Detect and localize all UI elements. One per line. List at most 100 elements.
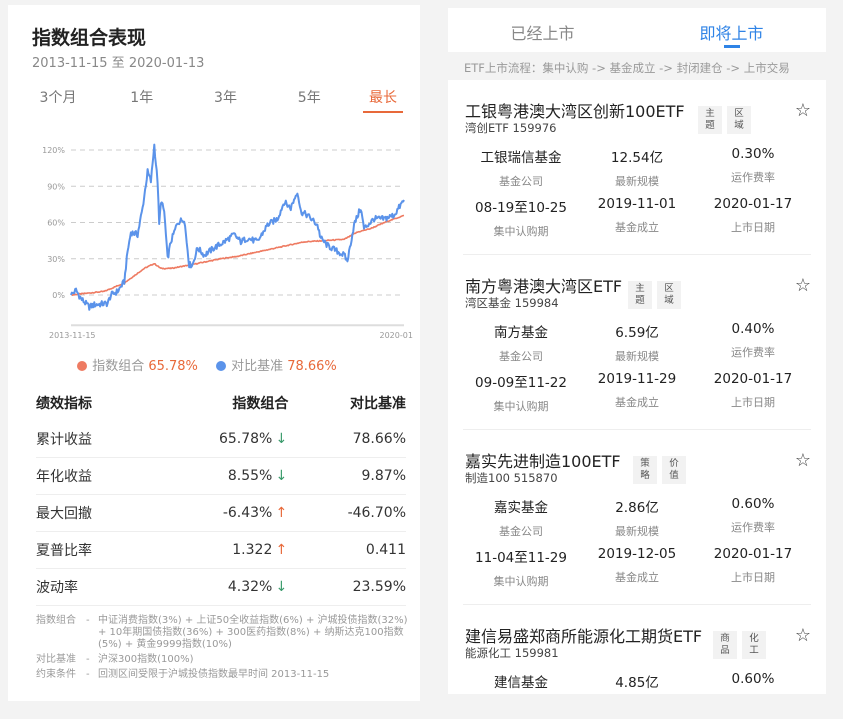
etf-stats: 嘉实基金 基金公司 2.86亿 最新规模 0.60% 运作费率 11-04至11-29… bbox=[463, 496, 811, 596]
tag: 区域 bbox=[657, 281, 681, 309]
value: 嘉实基金 bbox=[494, 500, 548, 516]
fund-size: 2.86亿 最新规模 bbox=[579, 496, 695, 546]
benchmark-value: 9.87% bbox=[288, 457, 406, 495]
legend-portfolio-value: 65.78% bbox=[148, 359, 198, 374]
etf-card-list[interactable]: 工银粤港澳大湾区创新100ETF 主题 区域 湾创ETF 159976 ☆ 工银瑞… bbox=[448, 80, 826, 694]
benchmark-value: 23.59% bbox=[288, 568, 406, 606]
label: 运作费率 bbox=[731, 521, 775, 534]
fund-fee: 0.60% 运作费率 bbox=[695, 496, 811, 546]
tags: 主题 区域 bbox=[628, 281, 681, 309]
etf-card[interactable]: 建信易盛郑商所能源化工期货ETF 商品 化工 能源化工 159981 ☆ 建信基金… bbox=[463, 605, 811, 719]
value: 0.40% bbox=[731, 321, 775, 337]
period-1y[interactable]: 1年 bbox=[130, 90, 154, 106]
legend-benchmark-label: 对比基准 bbox=[231, 359, 284, 374]
period-3m[interactable]: 3个月 bbox=[39, 90, 77, 106]
note-constraint: 约束条件 - 回测区间受限于沪城投债指数最早时间 2013-11-15 bbox=[36, 669, 411, 681]
metric-name: 波动率 bbox=[36, 568, 149, 606]
value: 2019-11-29 bbox=[597, 371, 677, 387]
label: 基金公司 bbox=[499, 350, 543, 363]
value: 2020-01-17 bbox=[713, 546, 793, 562]
listing-tabs: 已经上市 即将上市 bbox=[448, 8, 826, 52]
tab-listed[interactable]: 已经上市 bbox=[510, 24, 575, 43]
etf-code: 湾区基金 159984 bbox=[465, 296, 559, 310]
fund-size: 12.54亿 最新规模 bbox=[579, 146, 695, 196]
value: 2020-01-17 bbox=[713, 196, 793, 212]
value: 0.60% bbox=[731, 496, 775, 512]
tab-upcoming[interactable]: 即将上市 bbox=[637, 8, 826, 52]
date-range: 2013-11-15 至 2020-01-13 bbox=[32, 56, 205, 71]
y-tick-label: 120% bbox=[42, 146, 65, 155]
arrow-down-icon: ↓ bbox=[275, 579, 288, 595]
y-tick-label: 60% bbox=[47, 219, 65, 228]
fund-company: 嘉实基金 基金公司 bbox=[463, 496, 579, 546]
fund-fee: 0.30% 运作费率 bbox=[695, 146, 811, 196]
fund-size: 6.59亿 最新规模 bbox=[579, 321, 695, 371]
portfolio-number: 8.55% bbox=[227, 468, 273, 484]
benchmark-value: 0.411 bbox=[288, 531, 406, 569]
value: 08-19至10-25 bbox=[475, 200, 567, 216]
value: 0.60% bbox=[731, 671, 775, 687]
period-3y[interactable]: 3年 bbox=[214, 90, 237, 106]
fund-row: 南方基金基金公司 6.59亿 最新规模 0.40% 运作费率 bbox=[463, 321, 811, 371]
listing-date: 2020-01-17 上市日期 bbox=[695, 371, 811, 421]
header-benchmark: 对比基准 bbox=[350, 396, 406, 412]
etf-stats: 建信基金 4.85亿 0.60% bbox=[463, 671, 811, 695]
label: 基金成立 bbox=[615, 396, 659, 409]
etf-stats: 工银瑞信基金 基金公司 12.54亿 最新规模 0.30% 运作费率 08-19至10… bbox=[463, 146, 811, 246]
benchmark-dot-icon bbox=[216, 361, 227, 371]
portfolio-number: 4.32% bbox=[227, 579, 273, 595]
period-tabs: 3个月 1年 3年 5年 最长 bbox=[28, 87, 403, 113]
performance-chart: 0% 30% 60% 90% 120% 2013-11-15 2020-01-13 bbox=[42, 143, 413, 340]
note-sep: - bbox=[86, 654, 90, 665]
value: 0.30% bbox=[731, 146, 775, 162]
portfolio-value: 1.322 ↑ bbox=[148, 531, 289, 569]
x-tick-label: 2013-11-15 bbox=[49, 331, 96, 340]
etf-stats: 南方基金基金公司 6.59亿 最新规模 0.40% 运作费率 09-09至11-22… bbox=[463, 321, 811, 421]
etf-name: 南方粤港澳大湾区ETF bbox=[465, 277, 623, 296]
portfolio-value: -6.43% ↑ bbox=[148, 494, 289, 532]
value: 09-09至11-22 bbox=[475, 375, 567, 391]
note-text: 沪深300指数(100%) bbox=[98, 654, 194, 665]
fund-row: 工银瑞信基金 基金公司 12.54亿 最新规模 0.30% 运作费率 bbox=[463, 146, 811, 196]
fund-row: 嘉实基金 基金公司 2.86亿 最新规模 0.60% 运作费率 bbox=[463, 496, 811, 546]
etf-name: 嘉实先进制造100ETF bbox=[465, 452, 621, 471]
star-icon[interactable]: ☆ bbox=[794, 450, 811, 471]
footnotes: 指数组合 - 中证消费指数(3%) + 上证50全收益指数(6%) + 沪城投债指数… bbox=[36, 615, 411, 684]
page-title: 指数组合表现 bbox=[32, 27, 147, 49]
label: 上市日期 bbox=[731, 571, 775, 584]
arrow-down-icon: ↓ bbox=[275, 468, 288, 484]
etf-card[interactable]: 嘉实先进制造100ETF 策略 价值 制造100 515870 ☆ 嘉实基金 基金公… bbox=[463, 430, 811, 605]
label: 集中认购期 bbox=[493, 225, 549, 238]
established-date: 2019-11-29 基金成立 bbox=[579, 371, 695, 421]
etf-code: 制造100 515870 bbox=[465, 471, 558, 485]
star-icon[interactable]: ☆ bbox=[794, 625, 811, 646]
label: 上市日期 bbox=[731, 221, 775, 234]
y-tick-label: 30% bbox=[47, 255, 65, 264]
tags: 策略 价值 bbox=[633, 456, 686, 484]
label: 基金成立 bbox=[615, 571, 659, 584]
table-row: 最大回撤 -6.43% ↑ -46.70% bbox=[36, 494, 406, 532]
etf-card[interactable]: 工银粤港澳大湾区创新100ETF 主题 区域 湾创ETF 159976 ☆ 工银瑞… bbox=[463, 80, 811, 255]
period-max[interactable]: 最长 bbox=[363, 87, 403, 113]
value: 南方基金 bbox=[494, 325, 548, 341]
star-icon[interactable]: ☆ bbox=[794, 275, 811, 296]
fund-fee: 0.40% 运作费率 bbox=[695, 321, 811, 371]
portfolio-value: 65.78% ↓ bbox=[148, 421, 289, 458]
period-5y[interactable]: 5年 bbox=[297, 90, 321, 106]
header-metric: 绩效指标 bbox=[36, 396, 92, 412]
metric-name: 夏普比率 bbox=[36, 531, 149, 569]
star-icon[interactable]: ☆ bbox=[794, 100, 811, 121]
value: 工银瑞信基金 bbox=[480, 150, 562, 166]
y-tick-label: 90% bbox=[47, 182, 65, 191]
chart-legend: 指数组合 65.78% 对比基准 78.66% bbox=[8, 355, 420, 374]
y-tick-label: 0% bbox=[52, 291, 65, 300]
etf-card[interactable]: 南方粤港澳大湾区ETF 主题 区域 湾区基金 159984 ☆ 南方基金基金公司 … bbox=[463, 255, 811, 430]
fund-row: 建信基金 4.85亿 0.60% bbox=[463, 671, 811, 695]
arrow-up-icon: ↑ bbox=[275, 505, 288, 521]
established-date: 2019-12-05 基金成立 bbox=[579, 546, 695, 596]
dates-row: 09-09至11-22 集中认购期 2019-11-29 基金成立 2020-01-… bbox=[463, 371, 811, 421]
note-key: 对比基准 bbox=[36, 654, 76, 665]
benchmark-series-line bbox=[70, 143, 405, 311]
note-portfolio: 指数组合 - 中证消费指数(3%) + 上证50全收益指数(6%) + 沪城投债指数… bbox=[36, 615, 411, 651]
label: 集中认购期 bbox=[493, 575, 549, 588]
